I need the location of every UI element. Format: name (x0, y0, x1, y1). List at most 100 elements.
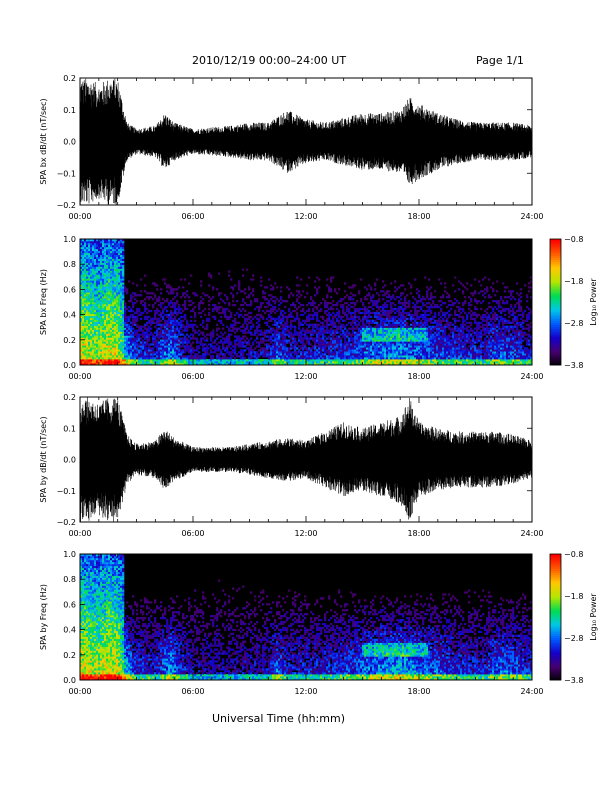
spectrogram-cell (82, 266, 85, 269)
spectrogram-cell (278, 303, 281, 307)
spectrogram-cell (200, 315, 203, 319)
spectrogram-cell (382, 280, 385, 283)
spectrogram-cell (240, 355, 243, 358)
spectrogram-cell (274, 353, 277, 356)
spectrogram-cell (266, 343, 269, 346)
spectrogram-cell (96, 278, 99, 281)
spectrogram-cell (216, 353, 219, 356)
spectrogram-cell (278, 361, 281, 364)
spectrogram-cell (80, 262, 83, 265)
spectrogram-cell (304, 321, 307, 324)
spectrogram-cell (116, 254, 119, 258)
spectrogram-cell (156, 327, 159, 330)
spectrogram-cell (166, 341, 169, 344)
spectrogram-cell (150, 359, 153, 362)
spectrogram-cell (352, 347, 355, 350)
spectrogram-cell (336, 345, 339, 348)
spectrogram-cell (368, 349, 371, 352)
spectrogram-cell (108, 349, 111, 352)
spectrogram-cell (80, 351, 83, 354)
spectrogram-cell (148, 355, 151, 358)
spectrogram-cell (160, 355, 163, 358)
spectrogram-cell (328, 311, 331, 315)
spectrogram-cell (88, 288, 91, 291)
spectrogram-cell (392, 333, 395, 336)
spectrogram-cell (138, 307, 141, 311)
spectrogram-cell (336, 303, 339, 307)
spectrogram-cell (380, 341, 383, 344)
spectrogram-cell (148, 337, 151, 340)
spectrogram-cell (80, 323, 83, 326)
spectrogram-cell (360, 333, 363, 336)
spectrogram-cell (278, 347, 281, 350)
spectrogram-cell (88, 254, 91, 258)
spectrogram-cell (204, 307, 207, 311)
spectrogram-cell (98, 294, 101, 297)
spectrogram-cell (212, 363, 215, 366)
spectrogram-cell (128, 325, 131, 328)
spectrogram-cell (202, 321, 205, 324)
spectrogram-cell (96, 288, 99, 291)
spectrogram-cell (318, 351, 321, 354)
spectrogram-cell (108, 240, 111, 244)
spectrogram-cell (306, 347, 309, 350)
spectrogram-cell (330, 305, 333, 309)
spectrogram-cell (118, 248, 121, 252)
spectrogram-cell (330, 347, 333, 350)
spectrogram-cell (240, 339, 243, 342)
spectrogram-cell (348, 337, 351, 340)
spectrogram-cell (318, 353, 321, 356)
spectrogram-cell (404, 363, 407, 366)
spectrogram-cell (184, 359, 187, 362)
spectrogram-cell (308, 361, 311, 364)
spectrogram-cell (120, 282, 123, 285)
spectrogram-cell (192, 357, 195, 360)
spectrogram-cell (336, 327, 339, 330)
spectrogram-cell (310, 343, 313, 346)
spectrogram-cell (278, 335, 281, 338)
spectrogram-cell (250, 331, 253, 334)
spectrogram-cell (104, 323, 107, 326)
spectrogram-cell (116, 246, 119, 250)
spectrogram-cell (200, 311, 203, 315)
spectrogram-cell (130, 325, 133, 328)
spectrogram-cell (268, 319, 271, 322)
spectrogram-cell (82, 363, 85, 366)
spectrogram-cell (196, 345, 199, 348)
spectrogram-cell (126, 327, 129, 330)
spectrogram-cell (162, 359, 165, 362)
spectrogram-cell (112, 296, 115, 299)
spectrogram-cell (146, 331, 149, 334)
spectrogram-cell (116, 250, 119, 254)
spectrogram-cell (352, 359, 355, 362)
spectrogram-cell (104, 357, 107, 360)
spectrogram-cell (158, 361, 161, 364)
spectrogram-cell (272, 353, 275, 356)
spectrogram-cell (130, 315, 133, 319)
spectrogram-cell (238, 345, 241, 348)
spectrogram-cell (148, 329, 151, 332)
spectrogram-cell (112, 264, 115, 267)
spectrogram-cell (366, 363, 369, 366)
spectrogram-cell (228, 303, 231, 307)
spectrogram-cell (298, 305, 301, 309)
spectrogram-cell (112, 258, 115, 261)
spectrogram-cell (92, 361, 95, 364)
spectrogram-cell (346, 343, 349, 346)
spectrogram-cell (238, 343, 241, 346)
spectrogram-cell (212, 331, 215, 334)
spectrogram-cell (374, 359, 377, 362)
spectrogram-cell (166, 313, 169, 317)
spectrogram-cell (282, 327, 285, 330)
spectrogram-cell (96, 355, 99, 358)
spectrogram-cell (224, 311, 227, 315)
spectrogram-cell (330, 290, 333, 293)
spectrogram-cell (80, 341, 83, 344)
spectrogram-cell (106, 309, 109, 313)
spectrogram-cell (298, 339, 301, 342)
spectrogram-cell (320, 329, 323, 332)
spectrogram-cell (342, 355, 345, 358)
spectrogram-cell (322, 361, 325, 364)
spectrogram-cell (120, 268, 123, 271)
spectrogram-cell (100, 335, 103, 338)
